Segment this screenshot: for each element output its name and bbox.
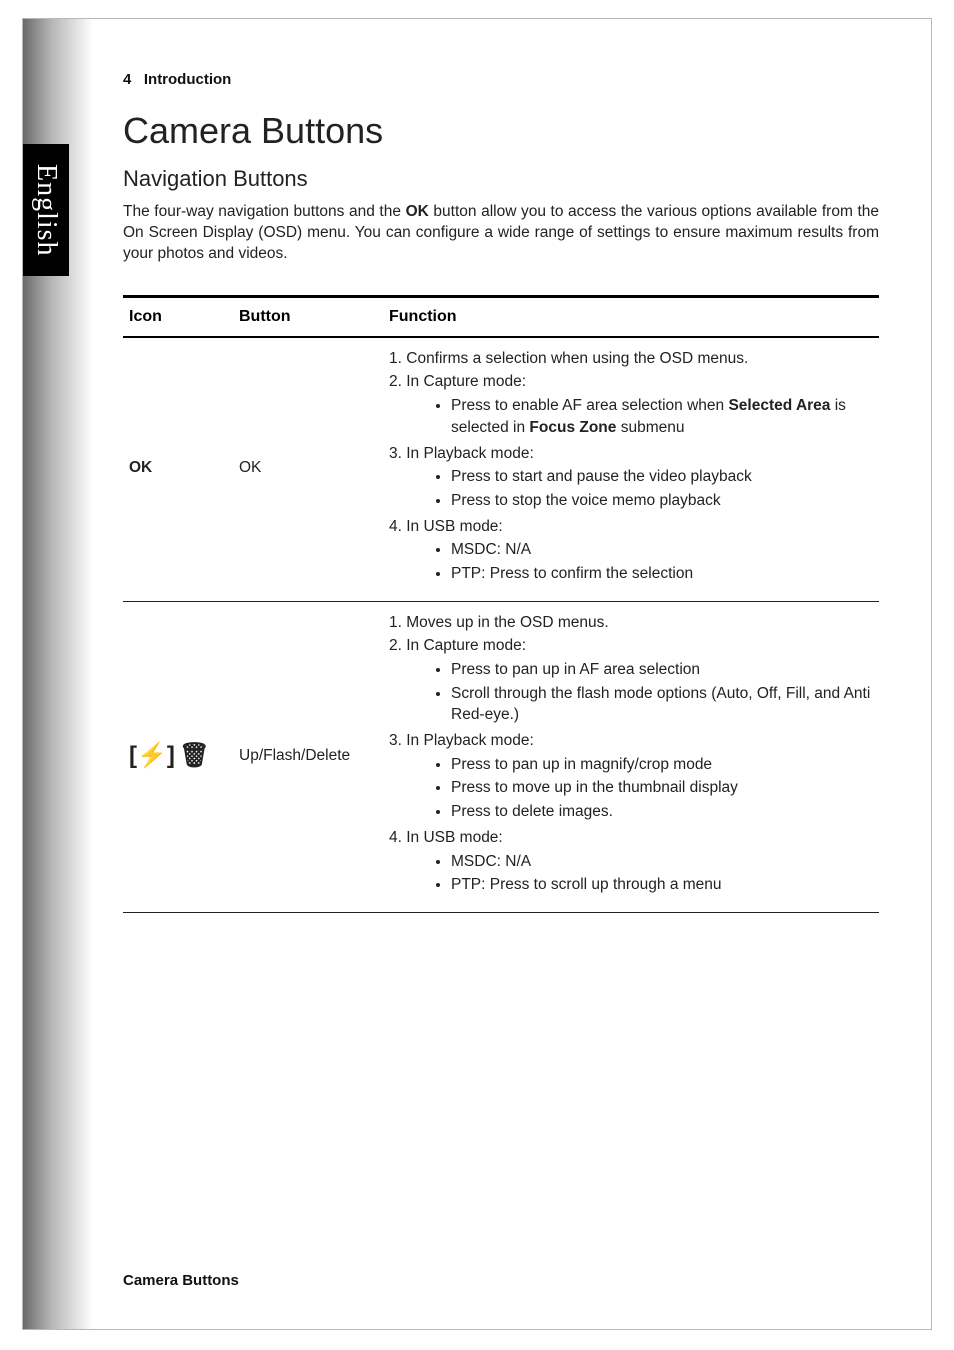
intro-pre: The four-way navigation buttons and the	[123, 203, 406, 220]
icon-cell-ok: OK	[123, 337, 233, 601]
fn-bullet: Press to pan up in AF area selection	[451, 659, 873, 681]
fn-bullet: Press to delete images.	[451, 801, 873, 823]
ok-icon-text: OK	[129, 459, 152, 476]
button-label-up-flash-delete: Up/Flash/Delete	[233, 601, 383, 912]
col-header-icon: Icon	[123, 296, 233, 337]
fn-num: 4.	[389, 518, 402, 535]
language-tab-label: English	[30, 164, 62, 257]
button-label-ok: OK	[233, 337, 383, 601]
flash-icon: [⚡]	[129, 744, 175, 768]
intro-bold: OK	[406, 203, 429, 220]
fn-item: 1. Moves up in the OSD menus.	[389, 612, 873, 634]
fn-text: In USB mode:	[406, 829, 503, 846]
fn-bullet: PTP: Press to confirm the selection	[451, 563, 873, 585]
trash-icon: 🗑	[179, 744, 209, 768]
fn-item: 1. Confirms a selection when using the O…	[389, 348, 873, 370]
bullet-bold1: Selected Area	[728, 397, 830, 414]
page-number: 4	[123, 71, 131, 88]
fn-item: 2. In Capture mode: Press to pan up in A…	[389, 635, 873, 726]
fn-num: 4.	[389, 829, 402, 846]
page-frame: English 4 Introduction Camera Buttons Na…	[22, 18, 932, 1330]
fn-item: 3. In Playback mode: Press to start and …	[389, 443, 873, 512]
fn-bullet: Press to enable AF area selection when S…	[451, 395, 873, 438]
fn-bullet: Press to move up in the thumbnail displa…	[451, 777, 873, 799]
icon-cell-flash-delete: [⚡] 🗑	[123, 601, 233, 912]
fn-num: 1.	[389, 350, 402, 367]
fn-bullet: Press to pan up in magnify/crop mode	[451, 754, 873, 776]
page-subtitle: Navigation Buttons	[123, 166, 879, 192]
fn-text: Confirms a selection when using the OSD …	[406, 350, 748, 367]
fn-text: In Capture mode:	[406, 637, 526, 654]
bullet-bold2: Focus Zone	[529, 419, 616, 436]
fn-text: In Capture mode:	[406, 373, 526, 390]
table-row: OK OK 1. Confirms a selection when using…	[123, 337, 879, 601]
fn-bullet: Press to start and pause the video playb…	[451, 466, 873, 488]
fn-num: 3.	[389, 732, 402, 749]
col-header-function: Function	[383, 296, 879, 337]
intro-paragraph: The four-way navigation buttons and the …	[123, 202, 879, 265]
function-cell-up-flash-delete: 1. Moves up in the OSD menus. 2. In Capt…	[383, 601, 879, 912]
fn-bullet: Press to stop the voice memo playback	[451, 490, 873, 512]
fn-text: Moves up in the OSD menus.	[406, 614, 608, 631]
fn-num: 2.	[389, 637, 402, 654]
language-tab: English	[23, 144, 69, 276]
fn-bullet: MSDC: N/A	[451, 851, 873, 873]
buttons-table: Icon Button Function OK OK 1.	[123, 295, 879, 913]
section-name: Introduction	[144, 71, 231, 88]
fn-bullet: Scroll through the flash mode options (A…	[451, 683, 873, 726]
fn-text: In Playback mode:	[406, 732, 534, 749]
fn-text: In Playback mode:	[406, 445, 534, 462]
bullet-post: submenu	[616, 419, 684, 436]
page-content: 4 Introduction Camera Buttons Navigation…	[123, 71, 879, 1289]
fn-item: 4. In USB mode: MSDC: N/A PTP: Press to …	[389, 516, 873, 585]
fn-num: 3.	[389, 445, 402, 462]
running-footer: Camera Buttons	[123, 1272, 239, 1289]
bullet-pre: Press to enable AF area selection when	[451, 397, 728, 414]
running-header: 4 Introduction	[123, 71, 879, 88]
fn-item: 4. In USB mode: MSDC: N/A PTP: Press to …	[389, 827, 873, 896]
fn-item: 3. In Playback mode: Press to pan up in …	[389, 730, 873, 823]
table-row: [⚡] 🗑 Up/Flash/Delete 1. Moves up in the…	[123, 601, 879, 912]
fn-item: 2. In Capture mode: Press to enable AF a…	[389, 371, 873, 438]
fn-bullet: PTP: Press to scroll up through a menu	[451, 874, 873, 896]
function-cell-ok: 1. Confirms a selection when using the O…	[383, 337, 879, 601]
page-title: Camera Buttons	[123, 110, 879, 152]
fn-text: In USB mode:	[406, 518, 503, 535]
col-header-button: Button	[233, 296, 383, 337]
table-header-row: Icon Button Function	[123, 296, 879, 337]
fn-bullet: MSDC: N/A	[451, 539, 873, 561]
fn-num: 2.	[389, 373, 402, 390]
fn-num: 1.	[389, 614, 402, 631]
